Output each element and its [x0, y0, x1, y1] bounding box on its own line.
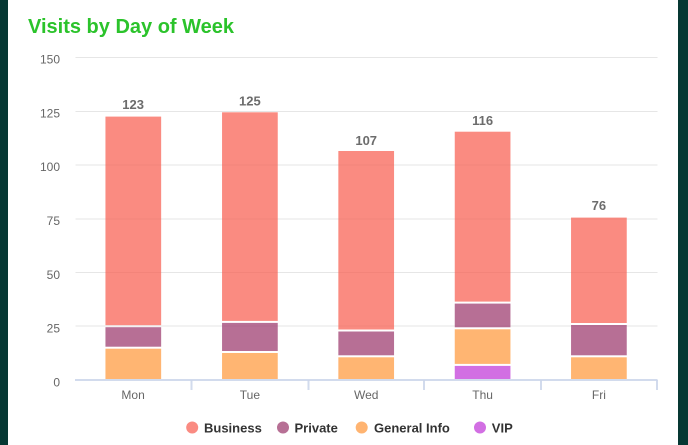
svg-text:General Info: General Info [374, 421, 450, 436]
svg-text:75: 75 [47, 214, 61, 228]
svg-text:Mon: Mon [121, 388, 144, 402]
svg-text:VIP: VIP [492, 421, 513, 436]
svg-text:125: 125 [239, 93, 261, 108]
svg-text:Thu: Thu [472, 388, 493, 402]
svg-text:150: 150 [40, 53, 60, 67]
svg-text:76: 76 [592, 198, 606, 213]
svg-text:100: 100 [40, 160, 60, 174]
svg-text:0: 0 [53, 376, 60, 390]
svg-text:25: 25 [47, 322, 61, 336]
svg-text:107: 107 [355, 133, 377, 148]
svg-text:50: 50 [47, 268, 61, 282]
svg-text:Private: Private [295, 421, 338, 436]
svg-text:125: 125 [40, 106, 60, 120]
svg-text:Business: Business [204, 421, 262, 436]
svg-text:Visits by Day of Week: Visits by Day of Week [28, 16, 235, 38]
svg-text:Tue: Tue [240, 388, 261, 402]
svg-text:Fri: Fri [592, 388, 606, 402]
svg-text:Wed: Wed [354, 388, 378, 402]
svg-text:123: 123 [122, 97, 144, 112]
svg-text:116: 116 [472, 113, 493, 128]
